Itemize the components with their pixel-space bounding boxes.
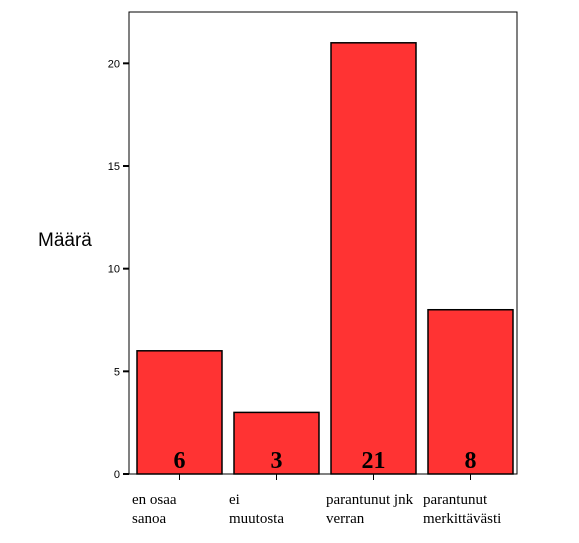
y-axis-label: Määrä bbox=[38, 230, 92, 251]
bar bbox=[233, 411, 320, 475]
bars bbox=[136, 42, 514, 475]
x-tick-label: parantunut jnk verran bbox=[326, 492, 414, 527]
bar-value-label: 6 bbox=[174, 448, 186, 474]
y-tick-label: 15 bbox=[108, 161, 120, 173]
bar-value-label: 3 bbox=[271, 448, 283, 474]
x-tick-label: en osaa sanoa bbox=[132, 492, 177, 527]
y-tick-label: 0 bbox=[114, 469, 120, 481]
y-tick-label: 10 bbox=[108, 264, 120, 276]
y-axis: 0 5 10 15 20 bbox=[108, 58, 129, 481]
data-labels: 6 3 21 8 bbox=[174, 448, 477, 474]
y-tick-label: 5 bbox=[114, 366, 120, 378]
bar bbox=[136, 350, 223, 475]
x-tick-label: ei muutosta bbox=[229, 492, 284, 527]
bar-value-label: 21 bbox=[362, 448, 386, 474]
plot-frame bbox=[128, 11, 518, 475]
bar bbox=[330, 42, 417, 475]
bar-value-label: 8 bbox=[465, 448, 477, 474]
y-tick-label: 20 bbox=[108, 58, 120, 70]
bar bbox=[427, 308, 514, 475]
x-axis: en osaa sanoa ei muutosta parantunut jnk verr… bbox=[132, 474, 501, 527]
x-tick-label: parantunut merkittävästi bbox=[423, 492, 501, 527]
